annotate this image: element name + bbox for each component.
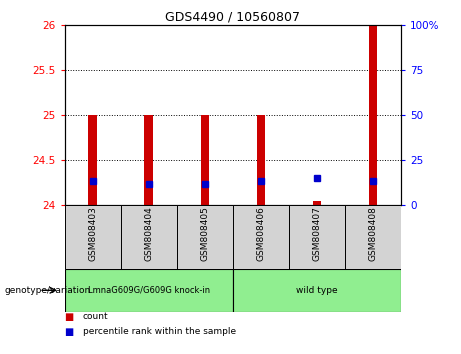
Text: GSM808408: GSM808408: [368, 206, 378, 262]
Bar: [144, 115, 153, 205]
Text: GSM808406: GSM808406: [256, 206, 266, 262]
Bar: [89, 115, 97, 205]
Text: genotype/variation: genotype/variation: [5, 286, 91, 295]
FancyBboxPatch shape: [65, 269, 233, 312]
Text: GSM808405: GSM808405: [200, 206, 209, 262]
Bar: [369, 25, 377, 205]
FancyBboxPatch shape: [177, 205, 233, 269]
Text: percentile rank within the sample: percentile rank within the sample: [83, 327, 236, 336]
Text: GSM808407: GSM808407: [313, 206, 321, 262]
FancyBboxPatch shape: [233, 269, 401, 312]
Text: ■: ■: [65, 312, 74, 322]
FancyBboxPatch shape: [65, 205, 121, 269]
Title: GDS4490 / 10560807: GDS4490 / 10560807: [165, 11, 300, 24]
Text: ■: ■: [65, 327, 74, 337]
FancyBboxPatch shape: [289, 205, 345, 269]
Text: GSM808403: GSM808403: [88, 206, 97, 262]
FancyBboxPatch shape: [233, 205, 289, 269]
Bar: [257, 115, 265, 205]
FancyBboxPatch shape: [345, 205, 401, 269]
FancyBboxPatch shape: [121, 205, 177, 269]
Text: count: count: [83, 312, 109, 321]
Text: wild type: wild type: [296, 286, 338, 295]
Text: LmnaG609G/G609G knock-in: LmnaG609G/G609G knock-in: [88, 286, 210, 295]
Bar: [201, 115, 209, 205]
Bar: [313, 201, 321, 205]
Text: GSM808404: GSM808404: [144, 207, 153, 261]
